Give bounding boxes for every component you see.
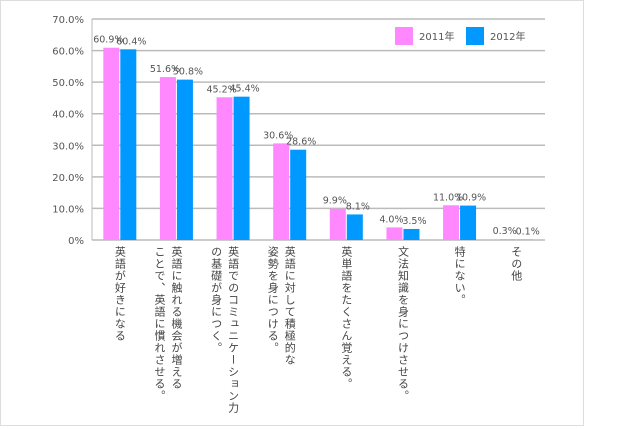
data-label: 28.6% xyxy=(286,137,316,148)
x-tick-label: 特にない。 xyxy=(451,246,468,306)
y-tick-label: 0% xyxy=(68,236,84,247)
legend-swatch xyxy=(466,27,484,45)
data-label: 45.4% xyxy=(229,84,259,95)
y-tick-label: 10.0% xyxy=(52,204,84,215)
y-tick-label: 70.0% xyxy=(52,15,84,26)
bar-2011 xyxy=(386,227,402,240)
bar-2011 xyxy=(273,143,289,240)
data-label: 50.8% xyxy=(173,67,203,78)
y-tick-label: 30.0% xyxy=(52,141,84,152)
bar-2011 xyxy=(330,209,346,240)
x-tick-label: 英語が好きになる xyxy=(111,246,128,342)
legend-label: 2011年 xyxy=(419,30,454,43)
bar-2011 xyxy=(443,205,459,240)
y-tick-label: 60.0% xyxy=(52,47,84,58)
bar-2012 xyxy=(347,214,363,240)
bar-2012 xyxy=(177,80,193,240)
x-tick-label: その他 xyxy=(508,246,525,282)
bar-2012 xyxy=(460,206,476,240)
bar-2011 xyxy=(500,239,516,240)
data-label: 60.4% xyxy=(116,36,146,47)
data-label: 10.9% xyxy=(456,193,486,204)
bar-2011 xyxy=(160,77,176,240)
bar-2011 xyxy=(217,97,233,240)
y-tick-label: 50.0% xyxy=(52,78,84,89)
bar-2012 xyxy=(403,229,419,240)
y-tick-label: 20.0% xyxy=(52,173,84,184)
y-tick-label: 40.0% xyxy=(52,110,84,121)
legend-label: 2012年 xyxy=(490,30,525,43)
data-label: 8.1% xyxy=(346,201,370,212)
data-label: 0.1% xyxy=(516,227,540,238)
data-label: 0.3% xyxy=(493,226,517,237)
bar-2012 xyxy=(290,150,306,240)
x-tick-label: 英語でのコミュニケーション力 の基礎が身につく。 xyxy=(208,246,242,414)
x-tick-label: 英語に触れる機会が増える ことで、英語に慣れさせる。 xyxy=(151,246,185,402)
bar-2012 xyxy=(120,49,136,240)
bar-2012 xyxy=(234,97,250,240)
legend-swatch xyxy=(395,27,413,45)
x-tick-label: 英語に対して積極的な 姿勢を身につける。 xyxy=(264,246,298,366)
x-tick-label: 英単語をたくさん覚える。 xyxy=(338,246,355,390)
x-tick-label: 文法知識を身につけさせる。 xyxy=(394,246,411,402)
data-label: 4.0% xyxy=(379,214,403,225)
bar-2011 xyxy=(103,48,119,240)
data-label: 9.9% xyxy=(323,196,347,207)
data-label: 3.5% xyxy=(402,216,426,227)
